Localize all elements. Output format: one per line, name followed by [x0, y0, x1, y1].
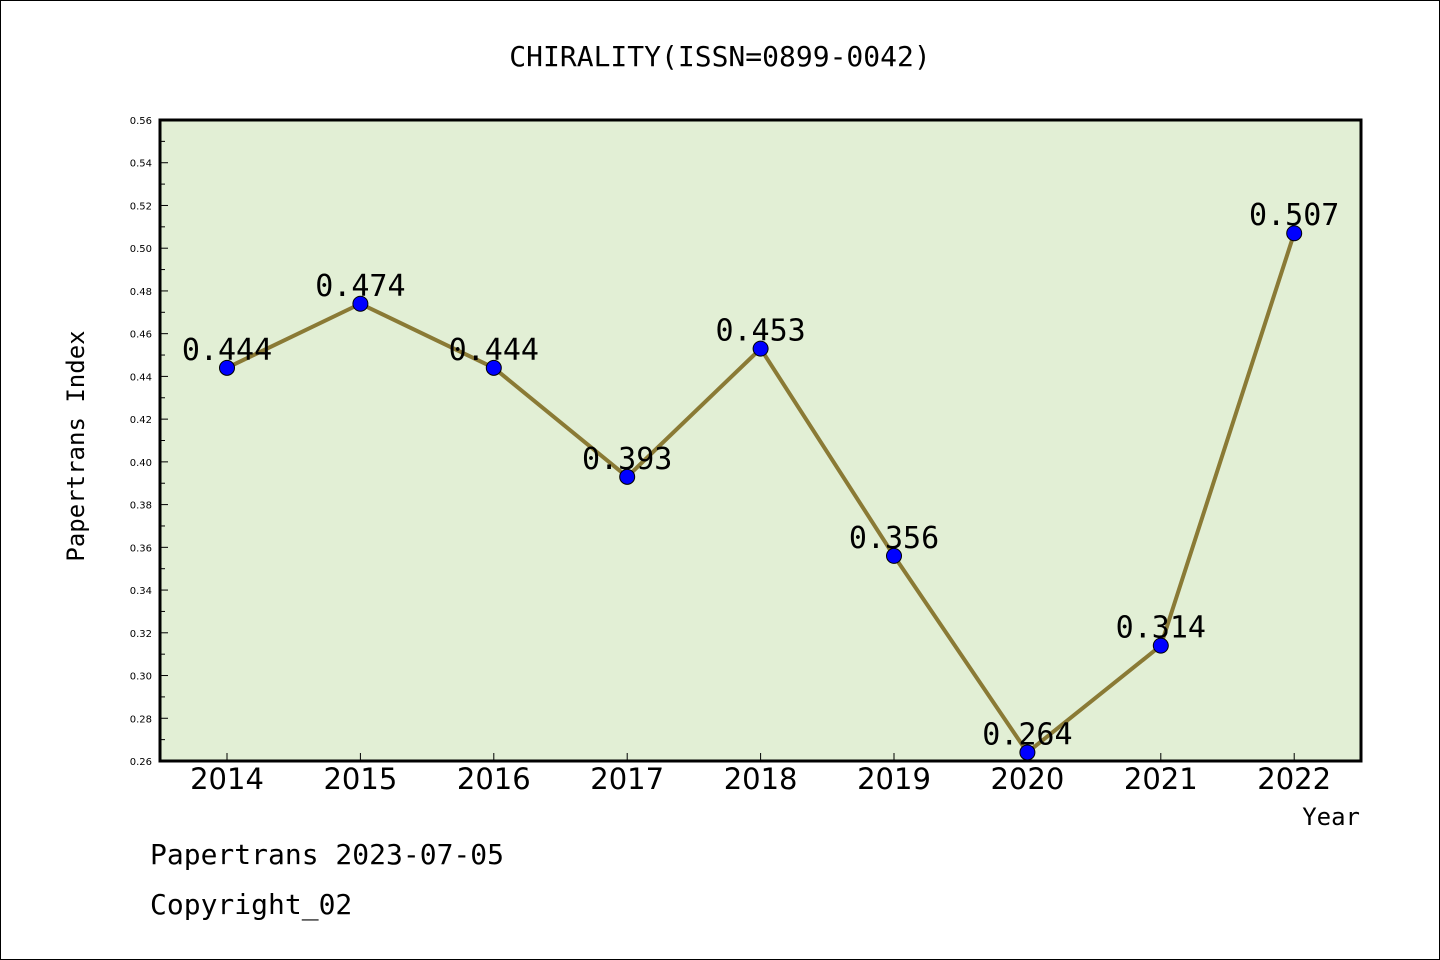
data-point [1286, 225, 1303, 242]
plot-border [158, 118, 1363, 763]
y-tick-label: 0.44 [130, 372, 152, 383]
y-tick-label: 0.56 [130, 116, 152, 127]
y-tick-label: 0.36 [130, 543, 152, 554]
footer-date: Papertrans 2023-07-05 [150, 838, 504, 871]
y-tick-label: 0.38 [130, 501, 152, 512]
data-point [619, 468, 636, 485]
y-tick-label: 0.46 [130, 330, 152, 341]
x-tick-label: 2014 [190, 762, 264, 796]
data-label: 0.264 [982, 717, 1072, 752]
x-tick-label: 2018 [724, 762, 798, 796]
data-label: 0.444 [449, 333, 539, 368]
y-tick-label: 0.34 [130, 586, 152, 597]
x-tick-label: 2019 [857, 762, 931, 796]
chart-title: CHIRALITY(ISSN=0899-0042) [509, 40, 930, 73]
x-tick-label: 2022 [1257, 762, 1331, 796]
x-axis-ticks: 2014 2015 2016 2017 2018 2019 2020 2021 2022 [190, 753, 1331, 796]
y-tick-label: 0.40 [130, 458, 152, 469]
y-tick-label: 0.32 [130, 629, 152, 640]
x-tick-label: 2015 [323, 762, 397, 796]
y-tick-label: 0.30 [130, 672, 152, 683]
x-tick-label: 2017 [590, 762, 664, 796]
y-tick-label: 0.26 [130, 757, 152, 768]
data-label: 0.444 [182, 333, 272, 368]
x-tick-label: 2016 [457, 762, 531, 796]
data-label: 0.314 [1116, 611, 1206, 646]
data-point [752, 340, 769, 357]
y-tick-label: 0.50 [130, 244, 152, 255]
plot-area [160, 120, 1361, 761]
y-tick-label: 0.28 [130, 714, 152, 725]
data-point [352, 295, 369, 312]
footer-copyright: Copyright_02 [150, 888, 352, 922]
data-point [886, 547, 902, 564]
data-series [219, 225, 1303, 761]
data-label: 0.507 [1249, 198, 1339, 233]
y-tick-label: 0.48 [130, 287, 152, 298]
y-tick-label: 0.42 [130, 415, 152, 426]
data-label: 0.356 [849, 521, 939, 556]
data-point [485, 359, 502, 376]
data-label: 0.453 [715, 314, 805, 349]
data-point [1152, 637, 1169, 654]
y-tick-label: 0.54 [130, 159, 152, 170]
x-tick-label: 2021 [1124, 762, 1198, 796]
y-tick-label: 0.52 [130, 201, 152, 212]
data-point [219, 359, 235, 376]
data-label: 0.393 [582, 442, 672, 477]
y-axis-ticks: 0.26 0.28 0.30 0.32 0.34 0.36 0.38 0.40 0.42 0.44… [130, 116, 168, 768]
data-label: 0.474 [315, 269, 405, 304]
x-tick-label: 2020 [990, 762, 1064, 796]
data-labels: 0.444 0.474 0.444 0.393 0.453 0.356 0.264 0.314… [182, 198, 1340, 752]
x-axis-label: Year [1302, 803, 1360, 831]
y-axis-label: Papertrans Index [62, 330, 90, 561]
